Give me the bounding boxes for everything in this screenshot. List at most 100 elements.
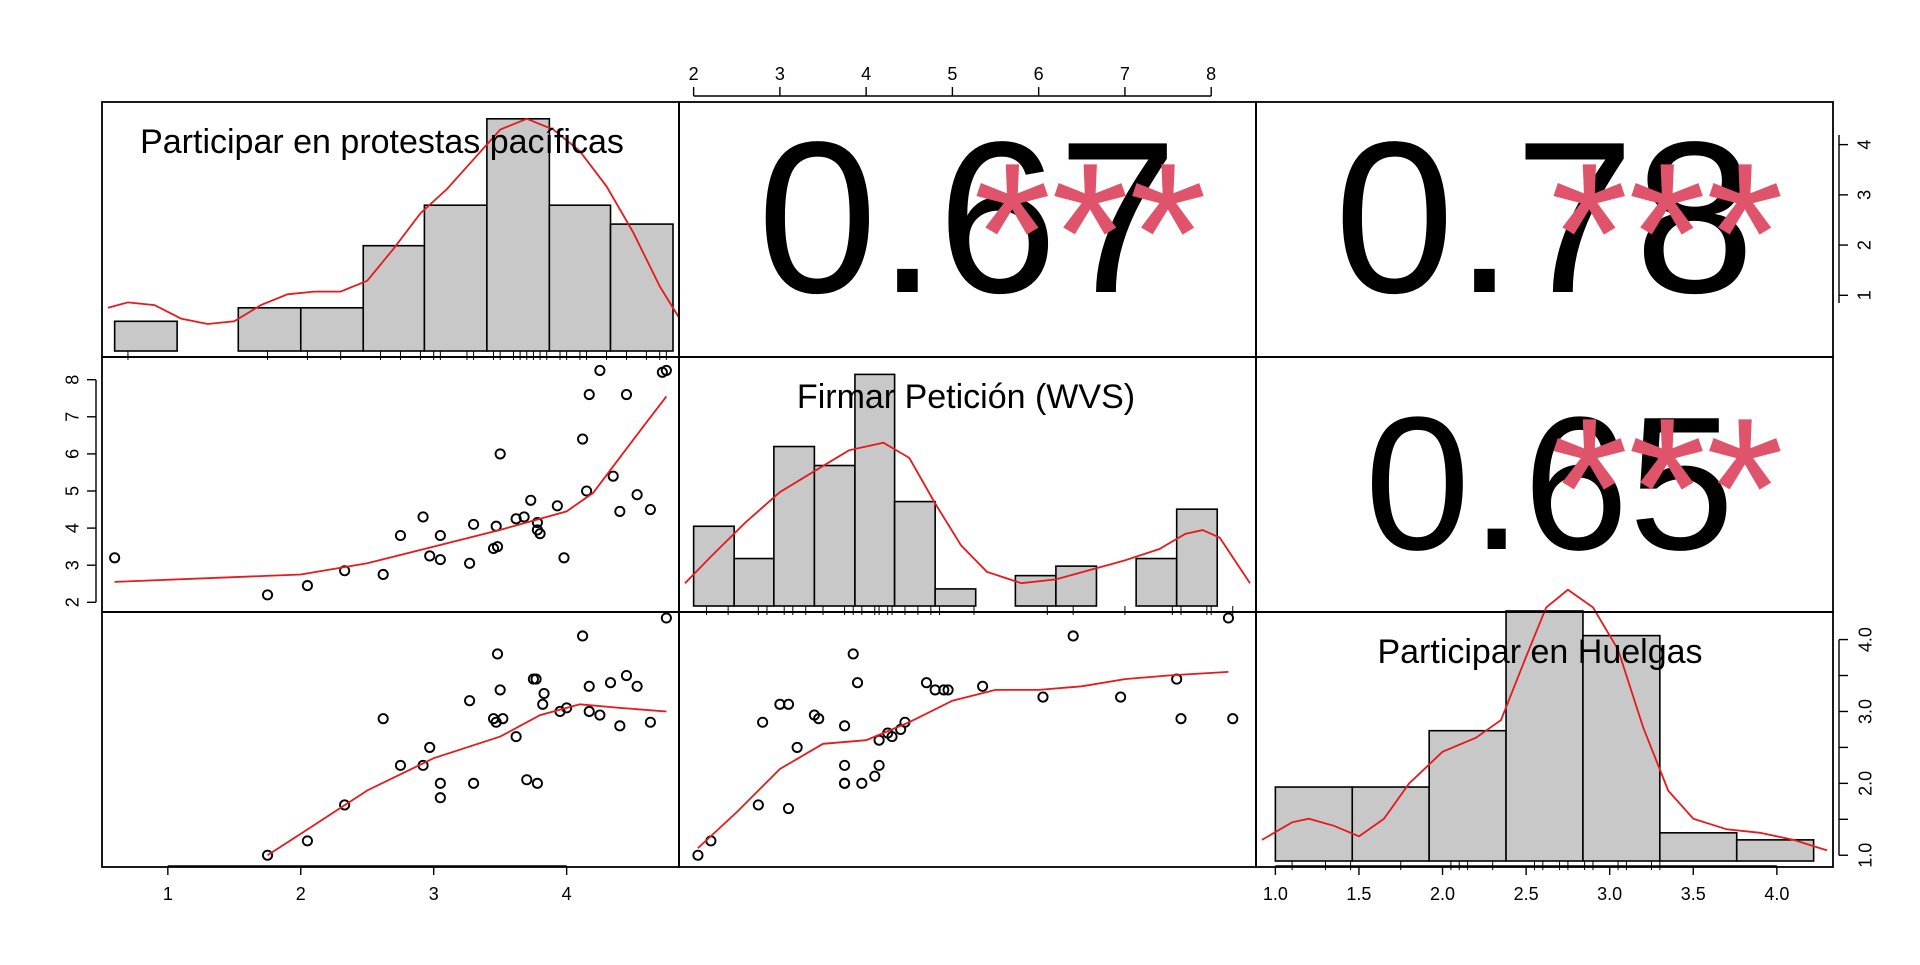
tick-label: 3: [63, 560, 83, 570]
histogram-bar: [1135, 557, 1178, 607]
variable-label-1: Firmar Petición (WVS): [797, 378, 1135, 416]
scatter-point: [561, 702, 573, 714]
histogram-bar: [548, 204, 612, 352]
scatter-point: [614, 505, 626, 517]
tick-label: 1.0: [1856, 843, 1876, 868]
smoothing-line: [697, 671, 1229, 849]
histogram-bar: [773, 445, 816, 607]
scatter-point: [577, 433, 589, 445]
correlation-value-1: 0.78: [1334, 96, 1754, 338]
tick-label: 3.0: [1856, 699, 1876, 724]
scatter-point: [417, 511, 429, 523]
scatter-point: [261, 849, 274, 861]
histogram-bar: [813, 464, 856, 607]
scatter-point: [510, 731, 522, 743]
scatter-point: [109, 552, 121, 564]
scatter-point: [920, 677, 933, 689]
significance-stars-1: ***: [1550, 122, 1784, 345]
x-axis-2: [1274, 865, 1778, 875]
scatter-point: [607, 470, 619, 482]
scatter-point: [594, 364, 606, 376]
tick-label: 3: [429, 884, 439, 904]
scatter-point: [301, 580, 313, 592]
tick-label: 2: [63, 597, 83, 607]
scatter-point: [942, 684, 954, 696]
scatter-point: [938, 684, 950, 696]
scatter-point: [577, 630, 589, 642]
scatter-point: [752, 799, 764, 811]
histogram-0: [107, 117, 681, 360]
panel-border: [1255, 611, 1834, 868]
scatter-point: [531, 777, 543, 789]
y-axis-1: [87, 378, 97, 603]
tick-label: 4.0: [1856, 627, 1876, 652]
scatter-point: [886, 731, 898, 743]
histogram-bar: [1175, 508, 1219, 607]
histogram-bar: [1274, 786, 1354, 862]
scatter-point: [631, 680, 643, 692]
histogram-bar: [854, 373, 896, 607]
scatter-point: [434, 777, 446, 789]
scatter-panel-2: [692, 612, 1239, 861]
scatter-point: [604, 677, 617, 689]
tick-label: 4: [562, 884, 572, 904]
scatter-point: [620, 669, 633, 682]
tick-label: 2: [689, 64, 699, 84]
scatter-point: [644, 716, 656, 728]
significance-stars-2: ***: [1550, 377, 1784, 600]
significance-stars-0: ***: [973, 122, 1207, 345]
scatter-point: [534, 528, 546, 540]
tick-label: 3: [775, 64, 785, 84]
density-curve: [1261, 588, 1828, 852]
y-axis-counts-0: [1838, 135, 1848, 303]
variable-label-0: Participar en protestas pacíficas: [140, 123, 624, 161]
histogram-bar: [893, 500, 936, 607]
histogram-bar: [113, 320, 178, 352]
histogram-bar: [237, 306, 302, 352]
tick-label: 5: [63, 486, 83, 496]
scatter-point: [491, 648, 504, 660]
tick-label: 3.0: [1597, 884, 1622, 904]
scatter-point: [757, 716, 769, 728]
histogram-bar: [1735, 839, 1815, 862]
scatter-point: [813, 713, 825, 725]
scatter-point: [594, 709, 606, 721]
tick-label: 1: [1855, 290, 1875, 300]
scatter-point: [464, 557, 476, 569]
scatter-point: [631, 489, 643, 501]
tick-label: 8: [1206, 64, 1216, 84]
tick-label: 1: [163, 884, 173, 904]
scatter-point: [558, 552, 570, 564]
scatter-point: [434, 554, 446, 566]
scatter-point: [525, 494, 537, 506]
scatter-point: [977, 680, 989, 692]
scatter-point: [434, 792, 446, 804]
scatter-point: [434, 529, 446, 542]
scatter-point: [1222, 612, 1234, 624]
scatter-point: [581, 485, 593, 497]
scatter-point: [521, 774, 533, 786]
scatter-point: [856, 777, 868, 789]
scatter-point: [261, 589, 274, 601]
scatter-point: [394, 529, 407, 542]
tick-label: 8: [63, 375, 83, 385]
panel-border: [678, 611, 1257, 868]
scatter-point: [869, 770, 881, 782]
scatter-point: [464, 695, 476, 707]
correlation-value-2: 0.65: [1365, 378, 1735, 590]
scatter-point: [583, 680, 595, 692]
scatter-point: [791, 741, 803, 753]
scatter-point: [614, 720, 626, 732]
tick-label: 7: [1120, 64, 1130, 84]
tick-label: 6: [63, 449, 83, 459]
panel-border: [101, 356, 680, 613]
tick-label: 3: [1855, 190, 1875, 200]
scatter-point: [1037, 691, 1049, 703]
scatter-panel-1: [261, 612, 672, 861]
scatter-point: [394, 759, 407, 771]
scatter-point: [551, 500, 563, 512]
histogram-bar: [609, 223, 674, 352]
scatter-point: [339, 799, 351, 811]
